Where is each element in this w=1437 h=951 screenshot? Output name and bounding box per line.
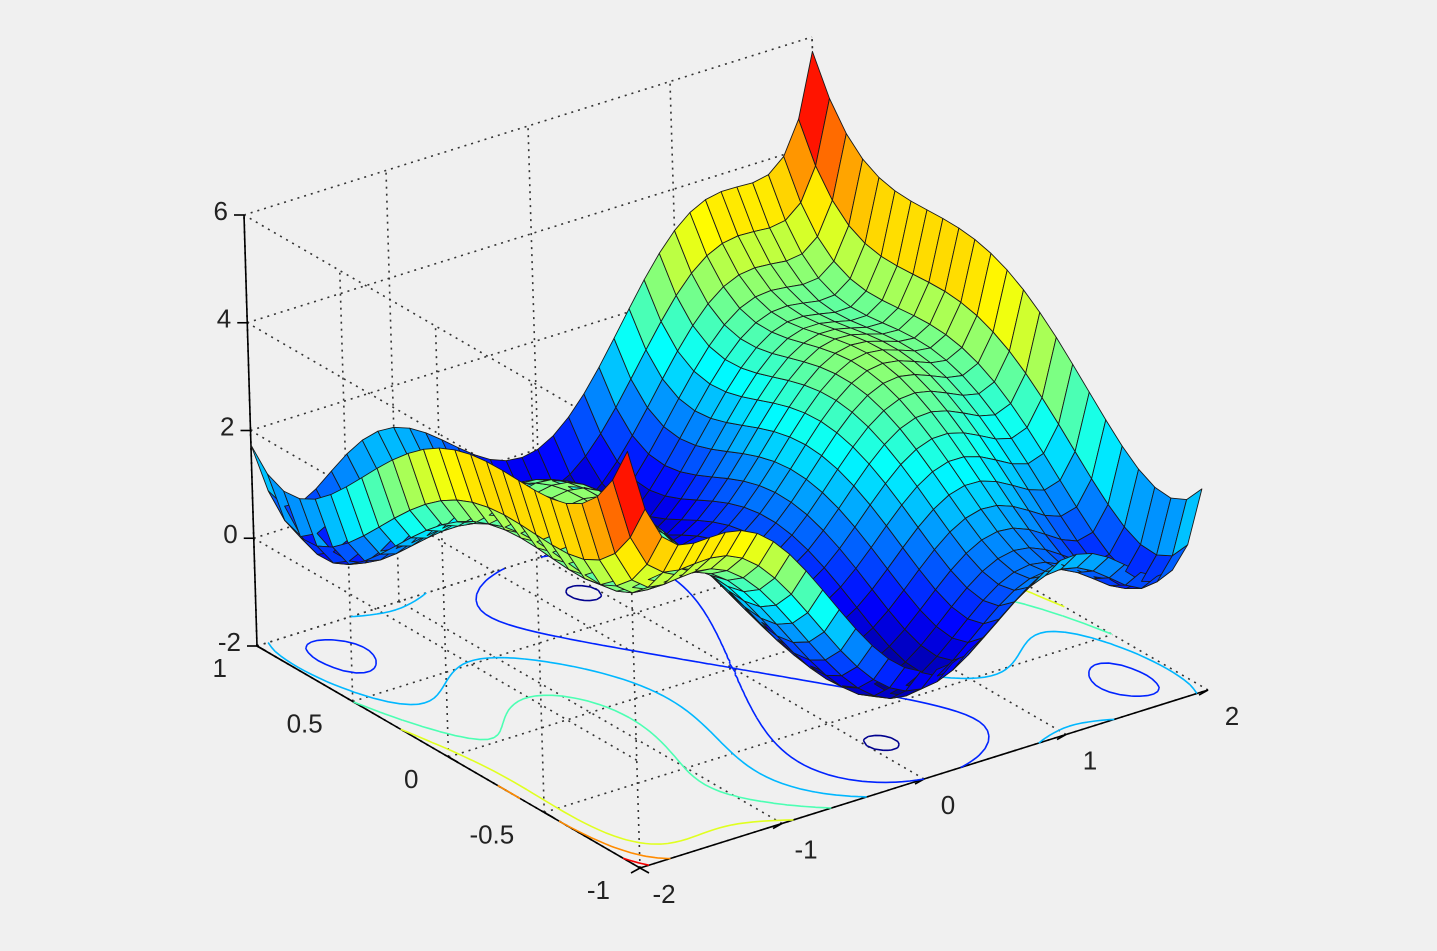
grid-line: [448, 578, 1017, 758]
grid-line: [338, 270, 354, 702]
y-tick: [543, 811, 554, 819]
contour-line: [565, 584, 900, 752]
x-tick: [630, 867, 641, 874]
z-tick-label: 0: [223, 519, 237, 549]
y-tick: [639, 867, 650, 874]
y-tick-label: -1: [587, 875, 610, 905]
x-tick: [1056, 733, 1067, 741]
grid-line: [530, 381, 546, 813]
grid-line: [544, 633, 1113, 814]
y-tick: [448, 756, 458, 763]
y-tick-label: 1: [213, 653, 227, 683]
x-tick-label: 2: [1225, 701, 1239, 731]
x-tick-label: 0: [941, 790, 955, 820]
y-tick: [256, 645, 267, 652]
y-tick-label: 0: [404, 764, 418, 794]
z-tick-label: 4: [217, 304, 231, 334]
y-tick-label: 0.5: [287, 708, 323, 738]
x-tick: [1198, 689, 1209, 696]
grid-line: [250, 251, 819, 432]
z-tick-label: -2: [218, 627, 241, 657]
grid-line: [243, 214, 628, 438]
surface-mesh: [250, 50, 1203, 699]
grid-line: [626, 436, 641, 869]
surface-patch: [1171, 488, 1203, 557]
grid-line: [243, 36, 813, 216]
grid-line: [352, 522, 921, 703]
z-tick-label: 2: [220, 411, 234, 441]
x-tick-label: -1: [794, 834, 817, 864]
x-tick-label: 1: [1083, 745, 1097, 775]
y-tick-label: -0.5: [469, 819, 514, 849]
z-tick-label: 6: [214, 196, 228, 226]
x-tick: [772, 822, 783, 830]
x-tick-label: -2: [652, 879, 675, 909]
grid-line: [247, 143, 816, 324]
grid-line: [434, 325, 450, 758]
